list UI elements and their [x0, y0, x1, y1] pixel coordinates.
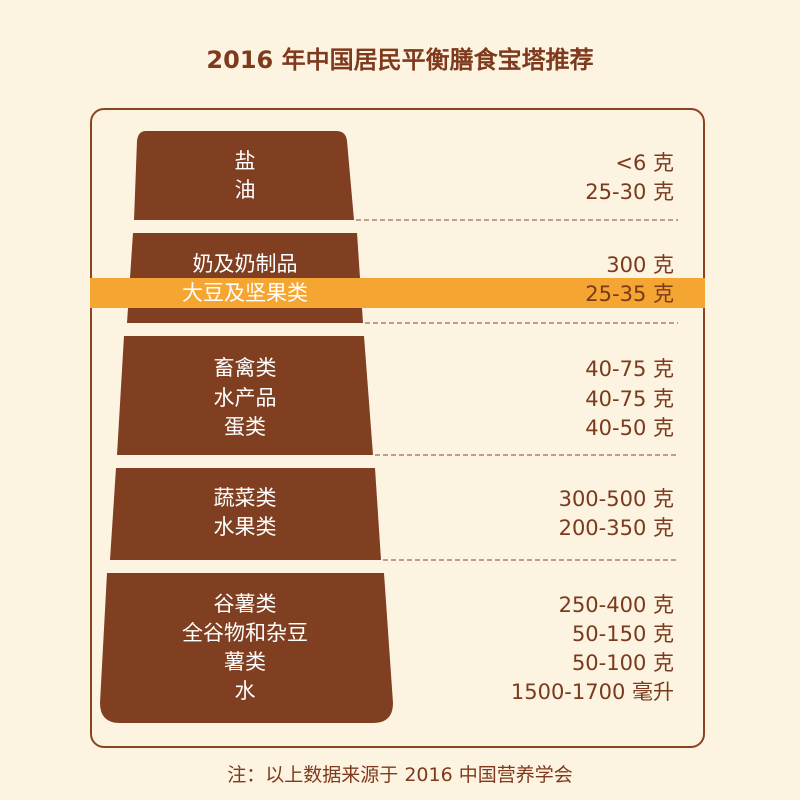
amount-label: 1500-1700 毫升 [510, 680, 674, 704]
amount-label: 300-500 克 [558, 487, 674, 511]
amount-label: 40-75 克 [585, 357, 674, 381]
source-note: 注：以上数据来源于 2016 中国营养学会 [227, 764, 573, 786]
food-label: 谷薯类 [213, 592, 277, 616]
amount-label: 25-30 克 [585, 180, 674, 204]
food-label: 水果类 [213, 515, 277, 539]
food-label: 全谷物和杂豆 [182, 621, 308, 645]
pyramid-level-1 [134, 131, 354, 220]
food-label: 奶及奶制品 [192, 252, 298, 276]
food-label: 大豆及坚果类 [182, 281, 308, 305]
page-title: 2016 年中国居民平衡膳食宝塔推荐 [206, 46, 594, 74]
food-label: 畜禽类 [213, 356, 277, 380]
pyramid-frame [90, 108, 705, 748]
food-label: 薯类 [224, 650, 266, 674]
amount-label: 40-50 克 [585, 416, 674, 440]
food-label: 油 [234, 178, 256, 202]
pyramid-level-4 [110, 468, 381, 560]
pyramid-level-3 [117, 336, 373, 455]
amount-label: 50-150 克 [571, 622, 674, 646]
food-label: 蔬菜类 [213, 486, 277, 510]
amount-label: 250-400 克 [558, 593, 674, 617]
amount-label: 25-35 克 [585, 282, 674, 306]
food-label: 蛋类 [224, 415, 266, 439]
amount-label: <6 克 [615, 151, 674, 175]
food-label: 水 [234, 679, 256, 703]
amount-label: 200-350 克 [558, 516, 674, 540]
amount-label: 50-100 克 [571, 651, 674, 675]
pyramid-level-5 [100, 573, 393, 723]
amount-label: 40-75 克 [585, 387, 674, 411]
food-label: 水产品 [213, 386, 277, 410]
food-label: 盐 [234, 149, 256, 173]
highlight-band [90, 278, 705, 308]
amount-label: 300 克 [606, 253, 674, 277]
